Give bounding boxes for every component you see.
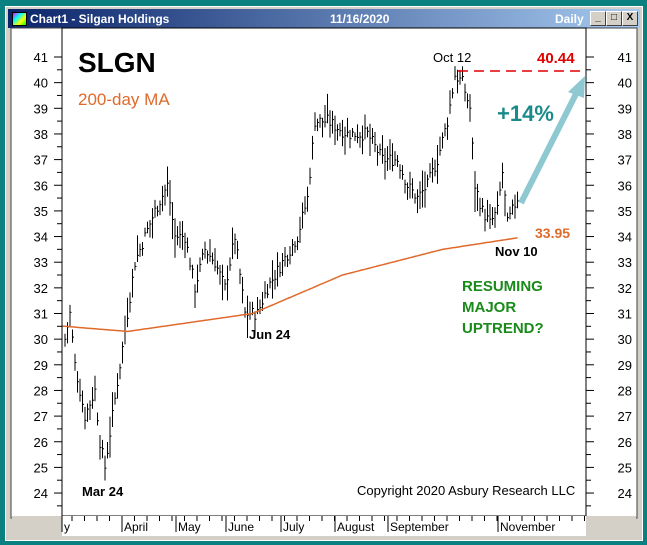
y-label-right: 39 bbox=[618, 101, 632, 116]
y-label-left: 35 bbox=[34, 204, 48, 219]
month-label: August bbox=[337, 520, 375, 534]
y-label-left: 40 bbox=[34, 76, 48, 91]
y-label-left: 39 bbox=[34, 101, 48, 116]
y-label-right: 24 bbox=[618, 486, 632, 501]
mar24-label: Mar 24 bbox=[82, 484, 124, 499]
y-label-right: 38 bbox=[618, 127, 632, 142]
high-value: 40.44 bbox=[537, 50, 575, 67]
title-bar: Chart1 - Silgan Holdings 11/16/2020 Dail… bbox=[8, 9, 640, 28]
arrow-head-icon bbox=[568, 76, 585, 98]
gain-arrow bbox=[518, 88, 581, 205]
y-label-left: 30 bbox=[34, 332, 48, 347]
window-title: Chart1 - Silgan Holdings bbox=[30, 12, 170, 26]
y-label-right: 31 bbox=[618, 307, 632, 322]
y-label-left: 27 bbox=[34, 409, 48, 424]
nov10-label: Nov 10 bbox=[495, 244, 538, 259]
ma-legend: 200-day MA bbox=[78, 90, 170, 109]
month-label: November bbox=[500, 520, 555, 534]
month-label: June bbox=[228, 520, 254, 534]
y-label-right: 33 bbox=[618, 255, 632, 270]
month-label: September bbox=[390, 520, 449, 534]
y-label-right: 41 bbox=[618, 50, 632, 65]
y-label-left: 26 bbox=[34, 435, 48, 450]
y-label-left: 32 bbox=[34, 281, 48, 296]
y-label-right: 29 bbox=[618, 358, 632, 373]
close-button[interactable]: X bbox=[622, 11, 638, 26]
y-label-right: 34 bbox=[618, 230, 632, 245]
month-label: y bbox=[64, 520, 70, 534]
y-label-left: 24 bbox=[34, 486, 48, 501]
y-label-left: 33 bbox=[34, 255, 48, 270]
y-label-right: 32 bbox=[618, 281, 632, 296]
y-label-right: 36 bbox=[618, 178, 632, 193]
plot-area bbox=[61, 27, 587, 517]
y-label-right: 26 bbox=[618, 435, 632, 450]
y-label-left: 31 bbox=[34, 307, 48, 322]
y-label-left: 41 bbox=[34, 50, 48, 65]
ticker-label: SLGN bbox=[78, 47, 156, 78]
period-label[interactable]: Daily bbox=[555, 12, 584, 26]
y-label-left: 25 bbox=[34, 460, 48, 475]
y-label-right: 35 bbox=[618, 204, 632, 219]
x-axis-area bbox=[62, 516, 586, 536]
app-icon bbox=[12, 12, 27, 26]
jun24-label: Jun 24 bbox=[249, 327, 291, 342]
ma-value: 33.95 bbox=[535, 225, 570, 241]
copyright: Copyright 2020 Asbury Research LLC bbox=[357, 483, 575, 498]
y-label-right: 28 bbox=[618, 383, 632, 398]
month-label: July bbox=[283, 520, 304, 534]
month-label: April bbox=[124, 520, 148, 534]
gain-pct: +14% bbox=[497, 101, 554, 126]
oct12-label: Oct 12 bbox=[433, 50, 471, 65]
month-label: May bbox=[178, 520, 201, 534]
y-label-left: 34 bbox=[34, 230, 48, 245]
y-label-right: 40 bbox=[618, 76, 632, 91]
y-label-left: 37 bbox=[34, 153, 48, 168]
resuming-line-3: UPTREND? bbox=[462, 320, 544, 337]
minimize-button[interactable]: _ bbox=[590, 11, 606, 26]
y-label-right: 30 bbox=[618, 332, 632, 347]
resuming-line-1: RESUMING bbox=[462, 278, 543, 295]
y-label-left: 28 bbox=[34, 383, 48, 398]
y-label-right: 25 bbox=[618, 460, 632, 475]
maximize-button[interactable]: □ bbox=[606, 11, 622, 26]
y-label-right: 27 bbox=[618, 409, 632, 424]
y-label-right: 37 bbox=[618, 153, 632, 168]
price-bars bbox=[64, 66, 519, 481]
chart-date: 11/16/2020 bbox=[330, 12, 390, 26]
y-label-left: 36 bbox=[34, 178, 48, 193]
y-label-left: 38 bbox=[34, 127, 48, 142]
y-label-left: 29 bbox=[34, 358, 48, 373]
resuming-line-2: MAJOR bbox=[462, 299, 516, 316]
ma-line bbox=[62, 237, 518, 333]
